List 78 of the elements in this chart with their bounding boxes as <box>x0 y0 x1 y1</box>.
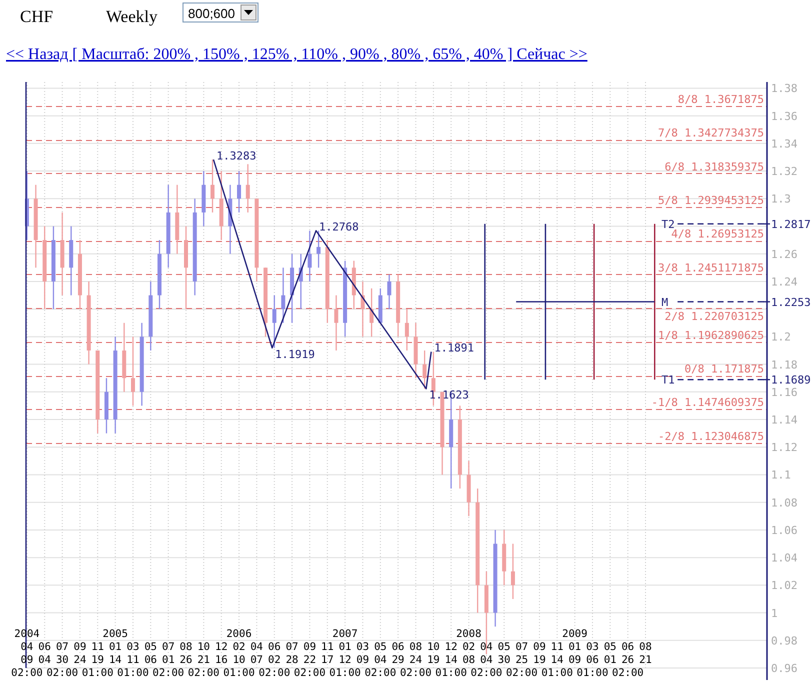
y-tick-label: 1.32 <box>771 165 798 178</box>
ref-line-label: 6/8 1.318359375 <box>664 160 764 174</box>
candlestick <box>130 336 135 406</box>
y-tick-label: 1.18 <box>771 358 798 372</box>
x-tick-label: 05 01 <box>604 641 616 666</box>
x2-tick-label: 2006 <box>226 628 252 640</box>
chart-subtitle: Weekly <box>106 7 158 26</box>
ref-line-label: 1/8 1.1962890625 <box>658 328 764 342</box>
y-tick-label: 1.36 <box>771 110 798 123</box>
candlestick <box>246 164 250 214</box>
annotation: 1.1891 <box>434 342 474 355</box>
y-tick-label: 1.16 <box>771 386 798 399</box>
ref-line-label: -2/8 1.123046875 <box>658 430 764 443</box>
ref-line-label: 8/8 1.3671875 <box>678 92 764 106</box>
x-tick-label: 05 30 <box>498 641 510 666</box>
x-tick-label: 06 29 <box>392 641 404 666</box>
x2-tick-label: 2008 <box>456 628 482 640</box>
candlestick <box>404 308 409 352</box>
line-series <box>212 158 432 390</box>
x2-tick-label: 2007 <box>332 628 358 640</box>
x-tick-label: 01 14 <box>108 641 122 666</box>
x-tick-label: 05 06 <box>144 641 157 666</box>
candlestick <box>237 170 242 214</box>
ref-line-label: 5/8 1.2939453125 <box>658 194 764 208</box>
x-tick-label: 06 04 <box>38 641 51 666</box>
y-tick-label: 1 <box>771 606 778 620</box>
text: << Назад [ Масштаб: 200% , 150% , 125% , 110% , 90% , 80% , 65% , 40% ] Сейчас >> <box>6 46 588 63</box>
text: M 1.2253 <box>662 296 811 309</box>
y-tick-label: 1.34 <box>771 137 798 150</box>
x2-tick-label: 2005 <box>102 628 128 640</box>
candlestick <box>422 350 427 390</box>
y-tick-label: 0.96 <box>771 662 798 675</box>
candlestick <box>316 230 321 268</box>
y-tick-label: 1.02 <box>771 579 798 592</box>
ref-line-label: 7/8 1.3427734375 <box>658 126 764 140</box>
y-tick-label: 0.98 <box>771 634 798 648</box>
x-tick-label: 08 21 <box>639 641 652 666</box>
x-tick-label: 09 24 <box>74 641 86 666</box>
y-tick-label: 1.38 <box>771 82 798 96</box>
x-tick-label: 09 19 <box>533 641 546 666</box>
x-tick-label: 12 16 <box>215 641 228 666</box>
annotation: 1.2768 <box>319 220 359 234</box>
y-tick-label: 1.06 <box>771 524 798 537</box>
x-tick-label: 04 07 <box>250 641 264 666</box>
x-tick-label: 07 28 <box>286 641 298 666</box>
y-tick-label: 1.3 <box>771 192 791 206</box>
ref-line-label: 2/8 1.220703125 <box>664 310 764 324</box>
annotation: 1.1623 <box>429 388 469 402</box>
y-tick-label: 1.12 <box>771 441 798 454</box>
ref-line-label: 3/8 1.2451171875 <box>658 261 764 274</box>
x-tick-label: 08 26 <box>180 641 192 666</box>
candlestick <box>510 543 515 600</box>
y-tick-label: 1.2 <box>771 330 791 344</box>
y-tick-label: 1.26 <box>771 248 798 261</box>
y-tick-label: 1.04 <box>771 552 798 565</box>
y-tick-label: 1.24 <box>771 275 798 288</box>
ref-line-label: 0/8 1.171875 <box>684 362 764 376</box>
text: T1 1.1689 <box>662 374 811 387</box>
y-tick-label: 1.14 <box>771 414 798 427</box>
candlestick <box>334 294 338 352</box>
x-tick-label: 01 09 <box>568 641 582 666</box>
y-tick-label: 1.08 <box>771 496 798 510</box>
candlestick <box>210 158 215 214</box>
candlestick <box>387 274 392 310</box>
annotation: 1.1919 <box>275 348 315 361</box>
candlestick <box>272 294 276 348</box>
x-tick-label: 03 09 <box>356 641 370 666</box>
x-tick-label: 10 19 <box>427 641 440 666</box>
y-tick-label: 1.1 <box>771 468 791 482</box>
candlestick <box>308 230 312 282</box>
chart-title: CHF <box>20 7 54 26</box>
candlestick <box>281 267 286 324</box>
x-tick-label: 11 17 <box>321 641 334 666</box>
text: 800;600 <box>188 6 235 21</box>
x2-tick-label: 2009 <box>562 628 588 640</box>
x-tick-label: 02 08 <box>462 641 476 666</box>
annotation: 1.3283 <box>216 150 256 163</box>
ref-line-label: -1/8 1.1474609375 <box>651 396 764 410</box>
